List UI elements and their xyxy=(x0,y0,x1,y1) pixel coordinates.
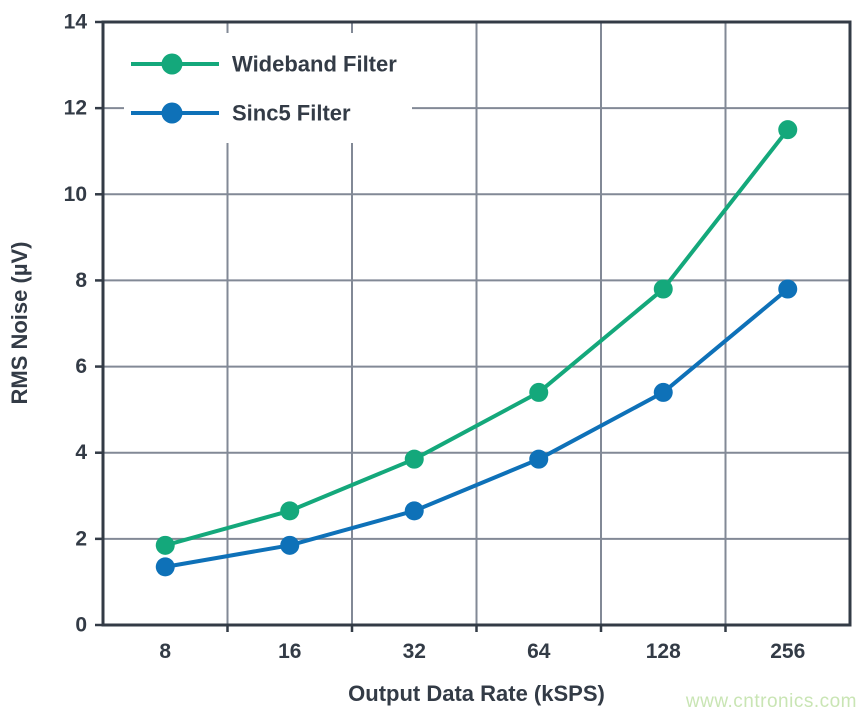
legend-marker xyxy=(161,102,183,124)
data-point xyxy=(529,449,549,469)
data-point xyxy=(529,382,549,402)
y-axis-title: RMS Noise (µV) xyxy=(7,241,32,404)
data-point xyxy=(653,279,673,299)
data-point xyxy=(280,535,300,555)
data-point xyxy=(280,501,300,521)
data-point xyxy=(404,501,424,521)
legend-marker xyxy=(161,53,183,75)
x-tick-label: 64 xyxy=(527,640,551,663)
data-point xyxy=(155,535,175,555)
y-tick-label: 4 xyxy=(75,441,87,464)
watermark: www.cntronics.com xyxy=(685,691,857,712)
legend-label: Sinc5 Filter xyxy=(232,101,351,126)
data-point xyxy=(404,449,424,469)
series-line-sinc5-filter xyxy=(163,287,790,569)
x-tick-label: 16 xyxy=(278,640,301,663)
legend-background xyxy=(124,33,412,143)
x-tick-label: 32 xyxy=(403,640,426,663)
x-tick-label: 256 xyxy=(770,640,805,663)
y-tick-label: 14 xyxy=(64,11,88,34)
data-point xyxy=(778,120,798,140)
x-tick-label: 128 xyxy=(646,640,681,663)
data-point xyxy=(155,557,175,577)
legend-label: Wideband Filter xyxy=(232,52,397,77)
y-tick-label: 0 xyxy=(75,614,87,637)
series-line-wideband-filter xyxy=(163,127,790,548)
y-tick-label: 6 xyxy=(75,355,87,378)
y-tick-label: 2 xyxy=(75,527,87,550)
y-tick-label: 10 xyxy=(64,183,87,206)
x-axis-title: Output Data Rate (kSPS) xyxy=(348,681,605,706)
data-point xyxy=(653,382,673,402)
x-tick-label: 8 xyxy=(159,640,171,663)
y-tick-label: 8 xyxy=(75,269,87,292)
plot-frame xyxy=(101,20,852,627)
y-tick-label: 12 xyxy=(64,97,87,120)
data-point xyxy=(778,279,798,299)
